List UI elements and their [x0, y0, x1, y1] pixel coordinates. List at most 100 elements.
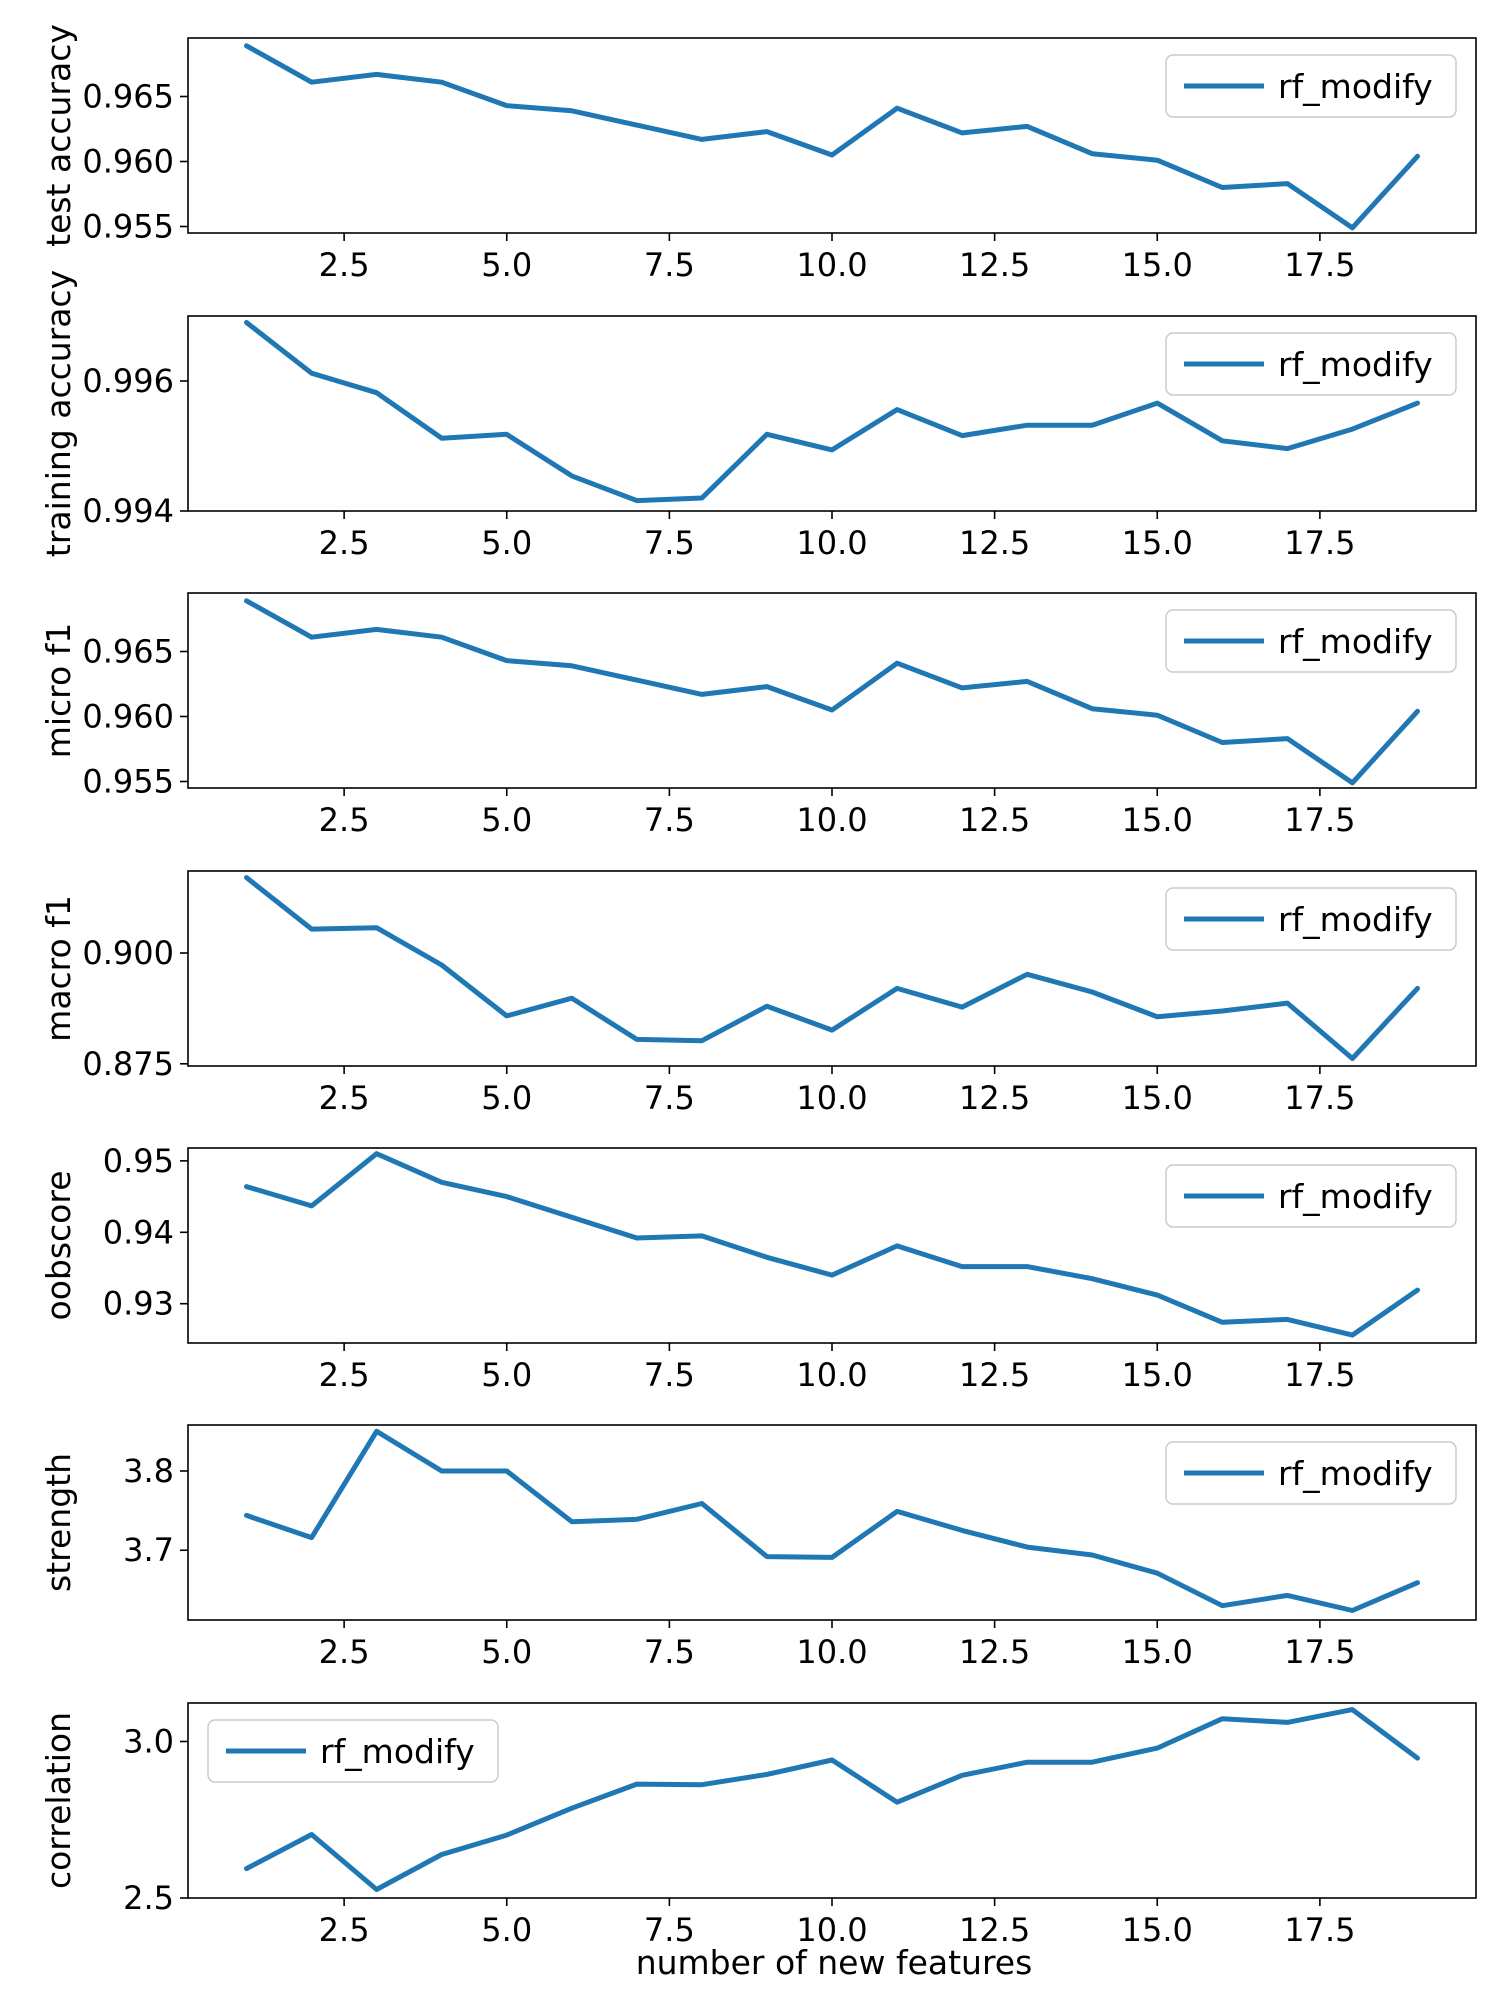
y-tick-label: 2.5 [123, 1879, 174, 1917]
x-tick-label: 5.0 [481, 246, 532, 284]
x-tick-label: 15.0 [1122, 1911, 1193, 1949]
legend-box [1165, 1164, 1457, 1228]
x-tick-label: 15.0 [1122, 246, 1193, 284]
y-tick-label: 0.93 [103, 1285, 174, 1323]
x-tick-label: 5.0 [481, 524, 532, 562]
x-tick-label: 5.0 [481, 1911, 532, 1949]
y-axis-label: training accuracy [39, 270, 78, 557]
legend-label: rf_modify [1278, 900, 1433, 939]
x-tick-label: 17.5 [1284, 801, 1355, 839]
y-tick-label: 0.875 [82, 1045, 174, 1083]
y-tick-label: 0.960 [82, 143, 174, 181]
x-tick-label: 5.0 [481, 1633, 532, 1671]
x-tick-label: 5.0 [481, 1079, 532, 1117]
y-tick-label: 0.95 [103, 1142, 174, 1180]
legend: rf_modify [1165, 609, 1457, 673]
panel-macro-f1: 2.5 5.0 7.5 10.0 12.5 15.0 17.5 0.875 0.900macro… [39, 870, 1477, 1117]
x-tick-label: 12.5 [959, 801, 1030, 839]
y-tick-label: 3.0 [123, 1722, 174, 1760]
x-tick-label: 17.5 [1284, 524, 1355, 562]
y-tick-label: 0.94 [103, 1213, 174, 1251]
legend-box [1165, 1441, 1457, 1505]
x-tick-label: 2.5 [319, 1079, 370, 1117]
panel-strength: 2.5 5.0 7.5 10.0 12.5 15.0 17.5 3.7 3.8 strength r… [39, 1424, 1477, 1671]
x-tick-label: 12.5 [959, 1911, 1030, 1949]
x-tick-label: 17.5 [1284, 1633, 1355, 1671]
y-tick-label: 0.965 [82, 633, 174, 671]
x-tick-label: 2.5 [319, 1356, 370, 1394]
x-tick-label: 10.0 [796, 1079, 867, 1117]
x-tick-label: 10.0 [796, 524, 867, 562]
x-tick-label: 7.5 [644, 801, 695, 839]
x-tick-label: 5.0 [481, 801, 532, 839]
y-axis-label: macro f1 [39, 895, 78, 1042]
x-tick-label: 17.5 [1284, 246, 1355, 284]
panel-correlation: 2.5 5.0 7.5 10.0 12.5 15.0 17.5 2.5 3.0 correlati… [39, 1702, 1477, 1949]
legend-label: rf_modify [1278, 622, 1433, 661]
y-tick-label: 0.996 [82, 362, 174, 400]
panel-oobscore: 2.5 5.0 7.5 10.0 12.5 15.0 17.5 0.93 0.94 0.95 oob… [39, 1142, 1477, 1394]
legend-label: rf_modify [1278, 1177, 1433, 1216]
x-tick-label: 12.5 [959, 1633, 1030, 1671]
y-axis-label: strength [39, 1453, 78, 1592]
legend: rf_modify [1165, 1164, 1457, 1228]
legend: rf_modify [1165, 1441, 1457, 1505]
y-tick-label: 0.994 [82, 492, 174, 530]
x-tick-label: 10.0 [796, 246, 867, 284]
legend-box [1165, 332, 1457, 396]
legend-box [1165, 609, 1457, 673]
x-tick-label: 15.0 [1122, 524, 1193, 562]
x-tick-label: 2.5 [319, 524, 370, 562]
legend: rf_modify [207, 1719, 499, 1783]
x-tick-label: 10.0 [796, 801, 867, 839]
x-tick-label: 15.0 [1122, 1079, 1193, 1117]
legend-label: rf_modify [320, 1732, 475, 1771]
legend-box [1165, 887, 1457, 951]
x-tick-label: 7.5 [644, 1079, 695, 1117]
x-tick-label: 5.0 [481, 1356, 532, 1394]
legend-label: rf_modify [1278, 67, 1433, 106]
x-tick-label: 7.5 [644, 1911, 695, 1949]
x-tick-label: 15.0 [1122, 1356, 1193, 1394]
y-axis-label: oobscore [39, 1171, 78, 1321]
y-tick-label: 0.960 [82, 698, 174, 736]
y-tick-label: 0.965 [82, 78, 174, 116]
x-axis-label: number of new features [636, 1943, 1033, 1982]
y-axis-label: correlation [39, 1712, 78, 1889]
y-tick-label: 3.8 [123, 1452, 174, 1490]
x-tick-label: 15.0 [1122, 1633, 1193, 1671]
panel-micro-f1: 2.5 5.0 7.5 10.0 12.5 15.0 17.5 0.955 0.960 0.965… [39, 592, 1477, 839]
legend-label: rf_modify [1278, 345, 1433, 384]
legend: rf_modify [1165, 54, 1457, 118]
x-tick-label: 7.5 [644, 1356, 695, 1394]
x-tick-label: 12.5 [959, 1079, 1030, 1117]
y-tick-label: 0.900 [82, 934, 174, 972]
x-tick-label: 10.0 [796, 1633, 867, 1671]
x-tick-label: 17.5 [1284, 1911, 1355, 1949]
y-axis-label: micro f1 [39, 623, 78, 759]
x-tick-label: 7.5 [644, 246, 695, 284]
y-axis-label: test accuracy [39, 24, 78, 247]
x-tick-label: 10.0 [796, 1356, 867, 1394]
panel-training-accuracy: 2.5 5.0 7.5 10.0 12.5 15.0 17.5 0.994 0.996train… [39, 270, 1477, 562]
x-tick-label: 2.5 [319, 1633, 370, 1671]
x-tick-label: 15.0 [1122, 801, 1193, 839]
x-tick-label: 17.5 [1284, 1079, 1355, 1117]
y-tick-label: 0.955 [82, 208, 174, 246]
x-tick-label: 7.5 [644, 524, 695, 562]
x-tick-label: 12.5 [959, 1356, 1030, 1394]
x-tick-label: 10.0 [796, 1911, 867, 1949]
panel-test-accuracy: 2.5 5.0 7.5 10.0 12.5 15.0 17.5 0.955 0.960 0.965… [39, 24, 1477, 284]
y-tick-label: 0.955 [82, 763, 174, 801]
x-tick-label: 2.5 [319, 246, 370, 284]
legend-box [207, 1719, 499, 1783]
x-tick-label: 2.5 [319, 801, 370, 839]
legend: rf_modify [1165, 887, 1457, 951]
x-tick-label: 12.5 [959, 524, 1030, 562]
legend-box [1165, 54, 1457, 118]
legend: rf_modify [1165, 332, 1457, 396]
x-tick-label: 7.5 [644, 1633, 695, 1671]
y-tick-label: 3.7 [123, 1531, 174, 1569]
x-tick-label: 2.5 [319, 1911, 370, 1949]
